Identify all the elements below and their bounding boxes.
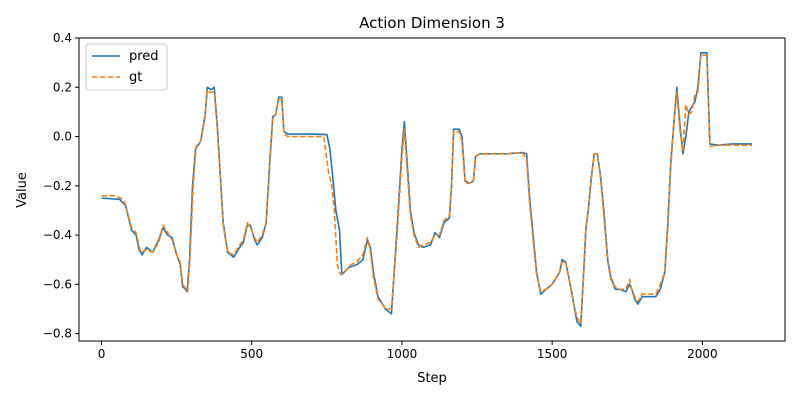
plot-series-group — [101, 51, 752, 328]
y-tick-label: −0.6 — [43, 277, 72, 291]
y-axis-label: Value — [15, 172, 30, 208]
y-axis: −0.8 −0.6 −0.4 −0.2 0.0 0.2 0.4 — [43, 31, 79, 341]
legend: pred gt — [85, 43, 168, 91]
y-tick-label: −0.8 — [43, 327, 72, 341]
series-line-gt — [101, 54, 752, 325]
x-axis: 0 500 1000 1500 2000 — [98, 341, 718, 361]
x-tick-label: 1500 — [537, 347, 568, 361]
chart-title: Action Dimension 3 — [359, 14, 505, 32]
x-tick-label: 1000 — [387, 347, 418, 361]
x-tick-label: 500 — [240, 347, 263, 361]
legend-label-pred: pred — [129, 49, 159, 64]
y-tick-label: 0.4 — [53, 31, 72, 45]
plot-frame — [78, 37, 786, 342]
x-axis-label: Step — [417, 371, 447, 386]
y-tick-label: 0.0 — [53, 130, 72, 144]
y-tick-label: 0.2 — [53, 80, 72, 94]
x-tick-label: 0 — [98, 347, 106, 361]
x-tick-label: 2000 — [687, 347, 718, 361]
y-tick-label: −0.2 — [43, 179, 72, 193]
series-line-pred — [101, 51, 752, 328]
legend-label-gt: gt — [129, 70, 142, 85]
y-tick-label: −0.4 — [43, 228, 72, 242]
